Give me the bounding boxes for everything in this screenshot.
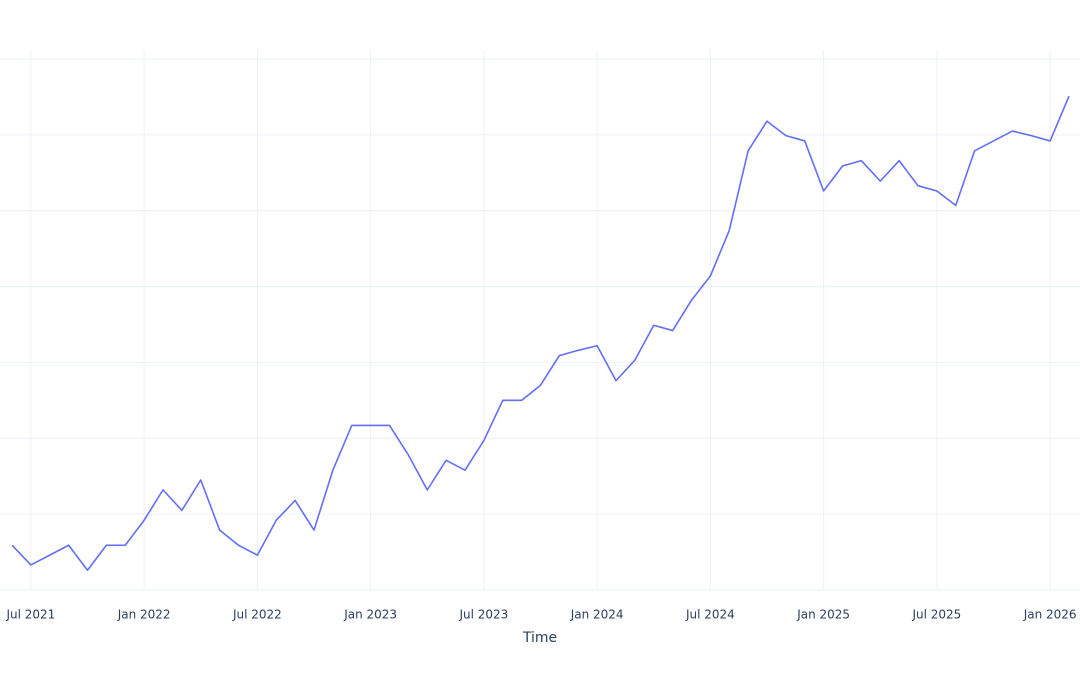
- x-tick-label: Jul 2021: [5, 608, 55, 622]
- x-tick-label: Jul 2025: [911, 608, 961, 622]
- line: [11, 95, 1070, 572]
- x-tick-label: Jan 2025: [796, 608, 850, 622]
- x-tick-label: Jul 2024: [685, 608, 735, 622]
- x-axis-title: Time: [522, 630, 557, 646]
- x-tick-label: Jan 2026: [1023, 608, 1077, 622]
- x-tick-label: Jul 2023: [458, 608, 508, 622]
- x-tick-label: Jan 2023: [343, 608, 397, 622]
- x-tick-label: Jan 2024: [570, 608, 624, 622]
- x-tick-label: Jan 2022: [117, 608, 171, 622]
- x-tick-label: Jul 2022: [232, 608, 282, 622]
